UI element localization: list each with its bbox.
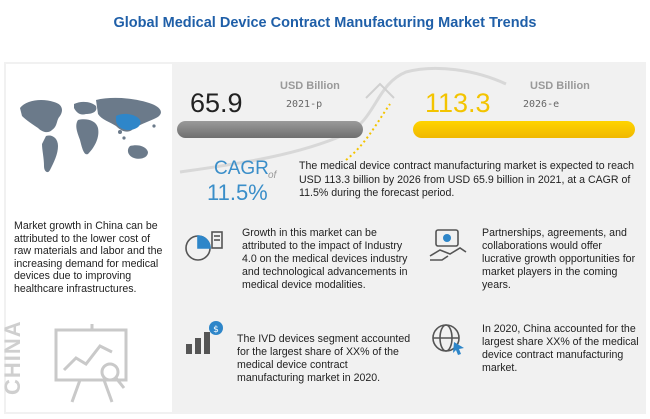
market-value-2026: 113.3 [425,88,491,118]
market-bar-2026 [413,121,635,138]
globe-cursor-icon [432,324,464,355]
svg-text:$: $ [213,325,219,335]
year-label-2021: 2021-p [286,99,323,110]
card-partnership-text: Partnerships, agreements, and collaborat… [482,227,636,291]
card-growth-text: Growth in this market can be attributed … [242,227,408,291]
bar-chart-dollar-icon: $ [186,321,223,354]
page-title: Global Medical Device Contract Manufactu… [113,15,537,31]
year-label-2026: 2026-e [523,99,560,110]
partnership-handshake-icon [429,229,467,261]
card-ivd-text: The IVD devices segment accounted for th… [237,333,411,384]
market-bar-2021 [177,121,363,138]
china-description: Market growth in China can be attributed… [14,220,163,295]
cagr-value: 11.5% [207,180,268,205]
cagr-label: CAGR [214,158,269,179]
trend-curve-decoration [179,66,507,174]
cagr-description: The medical device contract manufacturin… [299,160,635,199]
china-highlight [116,113,141,130]
analytics-board-icon [54,324,128,403]
growth-pie-chart-icon [185,231,223,261]
unit-label-2026: USD Billion [530,80,590,92]
market-value-2021: 65.9 [190,88,243,118]
card-china-share-text: In 2020, China accounted for the largest… [482,323,639,374]
world-map-icon [20,97,161,173]
unit-label-2021: USD Billion [280,80,340,92]
cagr-of-label: of [268,170,277,181]
